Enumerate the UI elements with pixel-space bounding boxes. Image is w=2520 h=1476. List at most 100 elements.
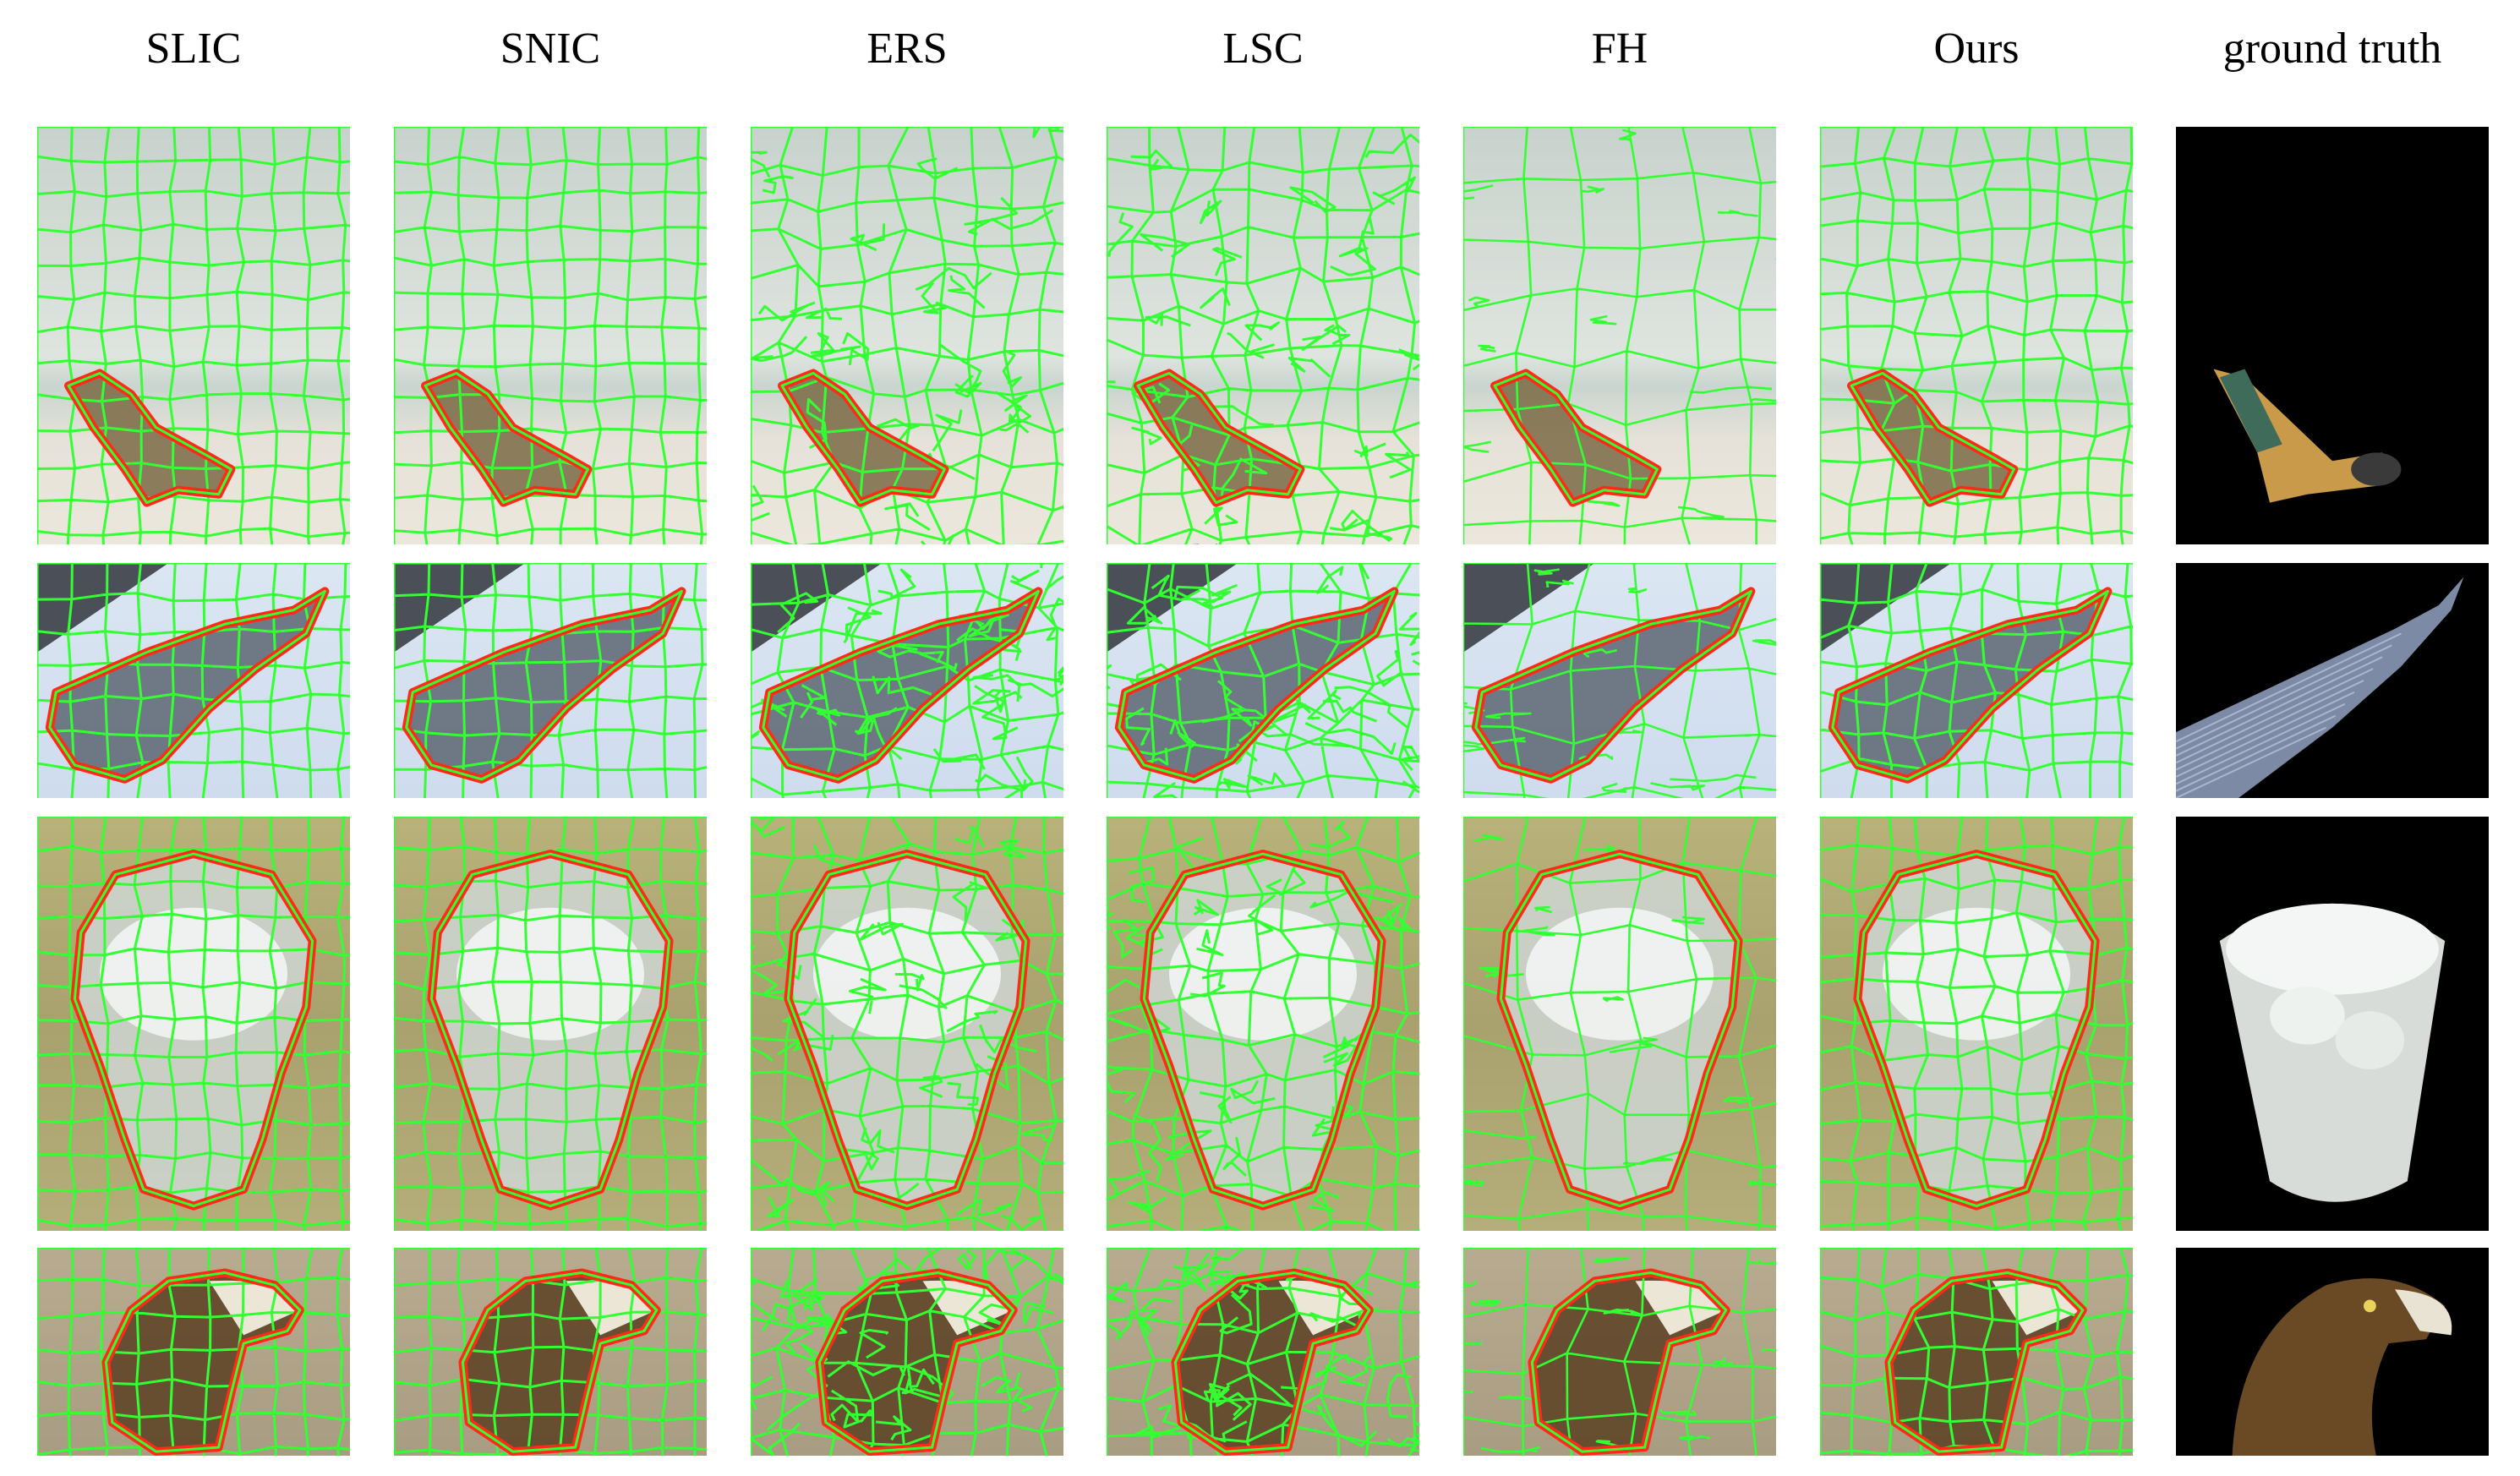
highway-region (751, 563, 883, 653)
object-region (425, 373, 588, 503)
panel-eagle-snic (394, 1248, 707, 1456)
segmentation-overlay-image (1820, 1248, 2133, 1456)
segmentation-overlay-image (1463, 817, 1776, 1231)
object-cutout (2213, 369, 2402, 503)
superpixel-boundaries (394, 563, 707, 798)
panel-eagle-lsc (1107, 1248, 1419, 1456)
beak-highlight (209, 1280, 300, 1336)
object-region (49, 591, 325, 779)
ground-truth-mask-image (2176, 563, 2489, 798)
superpixel-boundaries (37, 1248, 350, 1456)
panel-skyscraper-gt (2176, 563, 2489, 798)
superpixel-boundaries (1107, 817, 1419, 1231)
segmentation-overlay-image (1107, 127, 1419, 544)
superpixel-boundaries (1820, 817, 2133, 1231)
panel-skyscraper-fh (1463, 563, 1776, 798)
object-region (782, 373, 945, 503)
superpixel-boundaries (1107, 127, 1419, 544)
object-contour-inner (461, 1271, 659, 1453)
object-contour-inner (1887, 1271, 2085, 1453)
object-contour-inner (424, 371, 589, 505)
segmentation-overlay-image (37, 127, 350, 544)
segmentation-overlay-image (37, 817, 350, 1231)
segmentation-overlay-image (37, 563, 350, 798)
glass-rim (456, 907, 644, 1041)
object-contour-inner (429, 852, 671, 1208)
object-contour-inner (1474, 589, 1752, 781)
segmentation-overlay-image (1820, 817, 2133, 1231)
glass-rim (100, 907, 287, 1041)
superpixel-boundaries (394, 817, 707, 1231)
column-header-ground-truth: ground truth (2222, 25, 2442, 73)
panel-beach-chair-gt (2176, 127, 2489, 544)
panel-skyscraper-ers (751, 563, 1063, 798)
object-region (1832, 591, 2108, 779)
column-header-snic: SNIC (500, 25, 601, 73)
column-header-ers: ERS (866, 25, 948, 73)
segmentation-overlay-image (1463, 127, 1776, 544)
segmentation-overlay-image (751, 563, 1063, 798)
object-contour-inner (1831, 589, 2109, 781)
highway-region (37, 563, 169, 653)
superpixel-boundaries (751, 127, 1063, 544)
object-contour-inner (104, 1271, 302, 1453)
object-contour-inner (786, 852, 1028, 1208)
panel-beach-chair-fh (1463, 127, 1776, 544)
segmentation-overlay-image (1107, 817, 1419, 1231)
segmentation-overlay-image (1463, 1248, 1776, 1456)
object-region (406, 591, 682, 779)
panel-skyscraper-snic (394, 563, 707, 798)
superpixel-boundaries (1463, 817, 1776, 1231)
object-contour-inner (1142, 852, 1384, 1208)
panel-beach-chair-slic (37, 127, 350, 544)
segmentation-overlay-image (751, 127, 1063, 544)
object-contour-inner (1530, 1271, 1728, 1453)
object-contour-inner (48, 589, 326, 781)
ground-truth-mask-image (2176, 817, 2489, 1231)
object-contour-inner (1850, 371, 2015, 505)
object-contour-inner (780, 371, 946, 505)
segmentation-overlay-image (394, 817, 707, 1231)
panel-skyscraper-slic (37, 563, 350, 798)
panel-eagle-ours (1820, 1248, 2133, 1456)
object-contour-inner (1856, 852, 2097, 1208)
superpixel-boundaries (1463, 563, 1776, 798)
panel-beach-chair-snic (394, 127, 707, 544)
object-contour-inner (1118, 589, 1396, 781)
panel-beach-chair-ours (1820, 127, 2133, 544)
segmentation-overlay-image (1820, 563, 2133, 798)
segmentation-overlay-image (394, 127, 707, 544)
highway-region (1463, 563, 1595, 653)
panel-glass-lsc (1107, 817, 1419, 1231)
panel-eagle-gt (2176, 1248, 2489, 1456)
segmentation-overlay-image (751, 1248, 1063, 1456)
panel-skyscraper-ours (1820, 563, 2133, 798)
segmentation-overlay-image (394, 563, 707, 798)
object-cutout (2219, 903, 2446, 1202)
object-contour-inner (405, 589, 683, 781)
segmentation-overlay-image (1463, 563, 1776, 798)
segmentation-overlay-image (751, 817, 1063, 1231)
beak-highlight (1278, 1280, 1369, 1336)
object-contour-inner (73, 852, 314, 1208)
object-contour-inner (762, 589, 1040, 781)
panel-glass-ours (1820, 817, 2133, 1231)
superpixel-boundaries (1820, 1248, 2133, 1456)
object-contour-inner (1499, 852, 1741, 1208)
panel-eagle-ers (751, 1248, 1063, 1456)
column-header-ours: Ours (1933, 25, 2020, 73)
object-region (1495, 373, 1658, 503)
segmentation-overlay-image (394, 1248, 707, 1456)
segmentation-overlay-image (1820, 127, 2133, 544)
highway-region (1107, 563, 1238, 653)
superpixel-boundaries (751, 563, 1063, 798)
panel-skyscraper-lsc (1107, 563, 1419, 798)
panel-glass-slic (37, 817, 350, 1231)
object-cutout (2176, 577, 2464, 798)
panel-glass-snic (394, 817, 707, 1231)
object-cutout (2232, 1278, 2452, 1456)
segmentation-overlay-image (37, 1248, 350, 1456)
ground-truth-mask-image (2176, 1248, 2489, 1456)
superpixel-boundaries (394, 1248, 707, 1456)
glass-rim (1883, 907, 2070, 1041)
